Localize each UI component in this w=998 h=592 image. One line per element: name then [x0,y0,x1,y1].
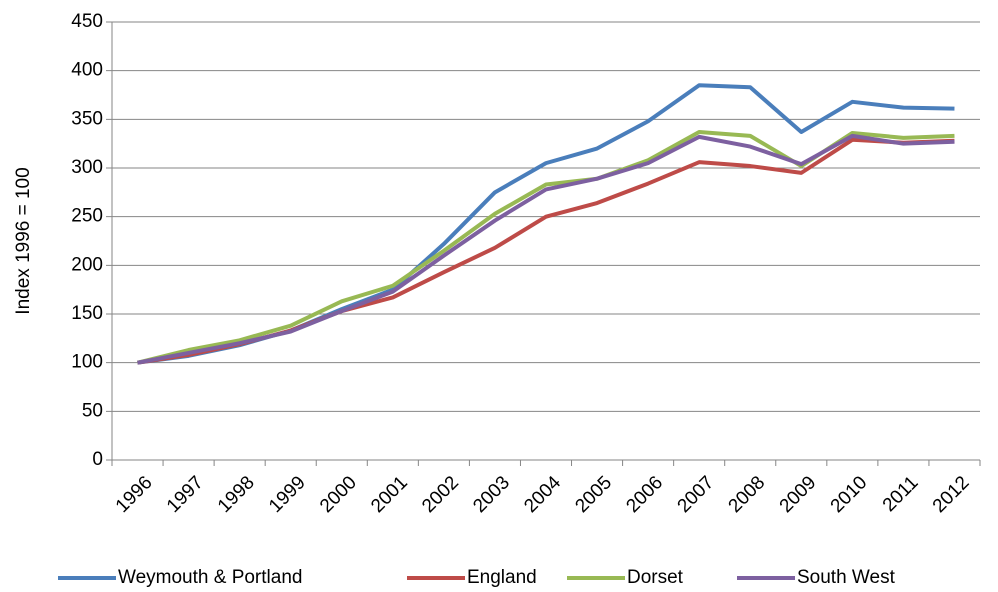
x-tick-label: 2006 [622,472,667,517]
series-line [137,83,955,365]
legend-label: Weymouth & Portland [118,567,302,588]
series-line [137,133,955,365]
y-axis-label: Index 1996 = 100 [13,167,34,314]
y-tick-label: 0 [92,449,103,470]
x-tick-label: 2011 [879,472,923,516]
x-tick-label: 1999 [265,472,310,517]
y-tick-label: 350 [71,108,103,129]
y-tick-label: 300 [71,157,103,178]
x-tick-label: 2000 [316,472,361,517]
x-tick-label: 2005 [571,472,616,517]
legend-label: South West [797,567,896,588]
y-tick-label: 450 [71,11,103,32]
y-tick-label: 100 [71,352,103,373]
y-tick-label: 250 [71,206,103,227]
series-line [137,129,955,365]
y-tick-label: 50 [82,400,103,421]
y-tick-label: 400 [71,60,103,81]
x-tick-label: 1998 [214,472,259,517]
y-tick-label: 150 [71,303,103,324]
x-tick-label: 2004 [520,472,565,517]
x-tick-label: 2001 [367,472,412,517]
series-line [137,137,955,365]
x-tick-label: 2008 [725,472,770,517]
x-tick-label: 2003 [469,472,514,517]
x-tick-label: 2010 [827,472,872,517]
x-tick-label: 2009 [776,472,821,517]
legend-label: England [467,567,537,588]
x-tick-label: 1997 [163,472,208,517]
x-tick-label: 2002 [418,472,463,517]
x-tick-label: 2012 [929,472,974,517]
x-tick-label: 2007 [674,472,719,517]
x-tick-label: 1996 [112,472,157,517]
y-tick-label: 200 [71,254,103,275]
legend-label: Dorset [627,567,684,588]
